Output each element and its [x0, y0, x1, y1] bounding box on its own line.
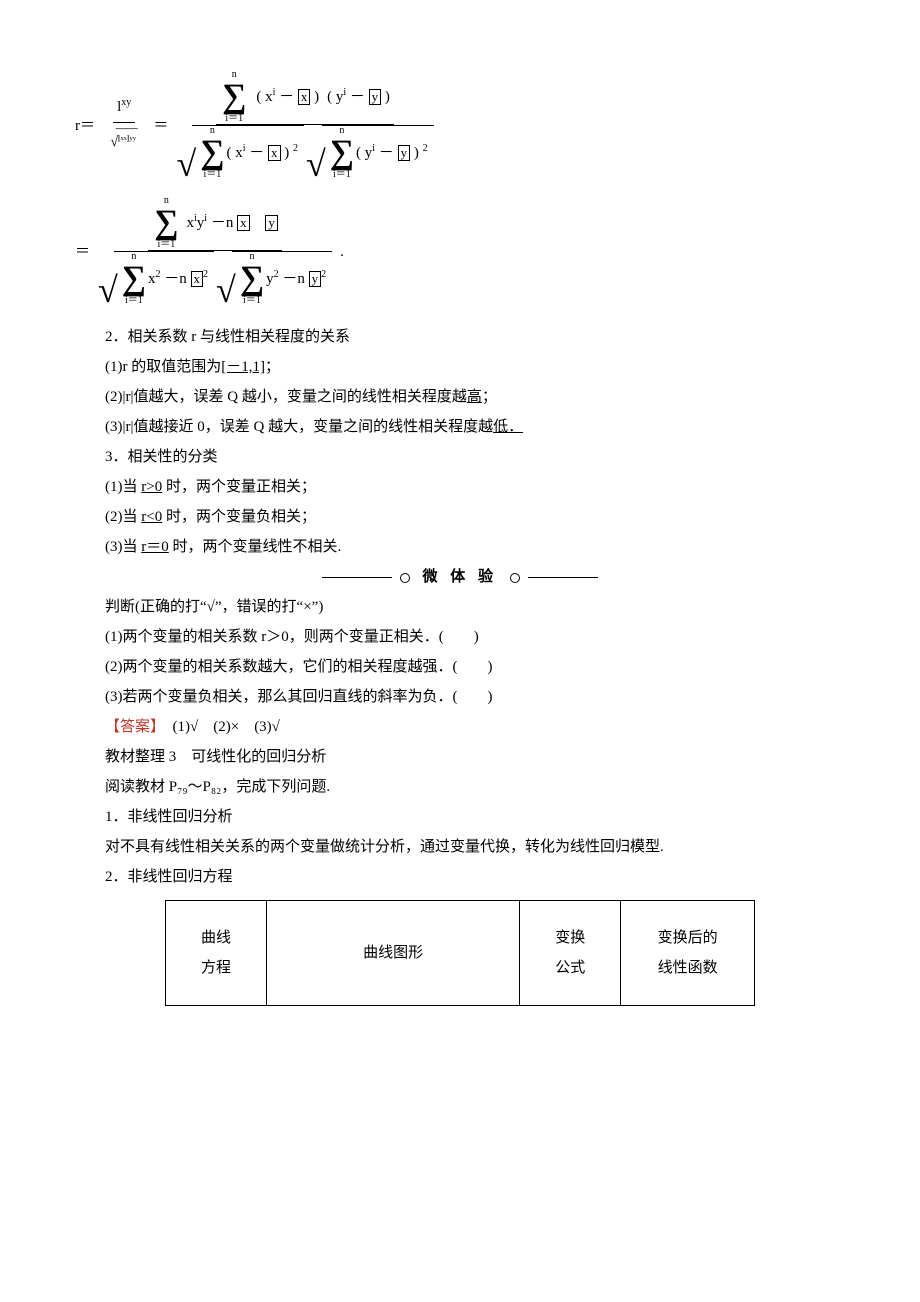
sec3-p1: (1)当 r>0 时，两个变量正相关；: [75, 472, 845, 502]
mat3-s2-title: 2．非线性回归方程: [75, 862, 845, 892]
mat3-s1-body: 对不具有线性相关关系的两个变量做统计分析，通过变量代换，转化为线性回归模型.: [75, 832, 845, 862]
sec2-p3: (3)|r|值越接近 0，误差 Q 越大，变量之间的线性相关程度越低．: [75, 412, 845, 442]
sec3-p2: (2)当 r<0 时，两个变量负相关；: [75, 502, 845, 532]
sigma-top: n ∑ i＝1: [222, 70, 246, 124]
mat3-s1-title: 1．非线性回归分析: [75, 802, 845, 832]
answer-label: 【答案】: [105, 719, 158, 735]
frac-big-2: n ∑ i＝1 xiyi －n x y √: [94, 196, 336, 308]
micro-intro: 判断(正确的打“√”，错误的打“×”): [75, 592, 845, 622]
formula-line-1: r＝ lxy √ lxxlyy ＝ n ∑: [75, 70, 845, 182]
regression-table: 曲线 方程 曲线图形 变换 公式 变换后的 线性函数: [165, 900, 755, 1006]
th-curve-shape: 曲线图形: [267, 901, 520, 1006]
micro-q3: (3)若两个变量负相关，那么其回归直线的斜率为负．( ): [75, 682, 845, 712]
th-transform: 变换 公式: [520, 901, 621, 1006]
micro-title-row: 微 体 验: [75, 562, 845, 592]
frac-big-1: n ∑ i＝1 ( xi － x ) ( yi －: [172, 70, 437, 182]
formula-period: .: [340, 237, 344, 267]
frac-lxy: lxy √ lxxlyy: [99, 92, 149, 161]
th-linear: 变换后的 线性函数: [621, 901, 755, 1006]
sec3-title: 3．相关性的分类: [75, 442, 845, 472]
sec2-p2: (2)|r|值越大，误差 Q 越小，变量之间的线性相关程度越高；: [75, 382, 845, 412]
micro-answer: 【答案】 (1)√ (2)× (3)√: [75, 712, 845, 742]
sec2-title: 2．相关系数 r 与线性相关程度的关系: [75, 322, 845, 352]
eq2: ＝: [75, 237, 90, 267]
micro-title: 微 体 验: [422, 569, 497, 585]
th-curve-eq: 曲线 方程: [166, 901, 267, 1006]
answer-body: (1)√ (2)× (3)√: [158, 719, 280, 735]
micro-q1: (1)两个变量的相关系数 r＞0，则两个变量正相关．( ): [75, 622, 845, 652]
formula-line-2: ＝ n ∑ i＝1 xiyi －n x y: [75, 196, 845, 308]
r-eq: r＝: [75, 111, 95, 141]
eq1: ＝: [153, 111, 168, 141]
sec2-p1: (1)r 的取值范围为[－1,1]；: [75, 352, 845, 382]
mat3-title: 教材整理 3 可线性化的回归分析: [75, 742, 845, 772]
sec3-p3: (3)当 r＝0 时，两个变量线性不相关.: [75, 532, 845, 562]
micro-q2: (2)两个变量的相关系数越大，它们的相关程度越强．( ): [75, 652, 845, 682]
mat3-read: 阅读教材 P₇₉～P₈₂，完成下列问题.: [75, 772, 845, 802]
table-row: 曲线 方程 曲线图形 变换 公式 变换后的 线性函数: [166, 901, 755, 1006]
